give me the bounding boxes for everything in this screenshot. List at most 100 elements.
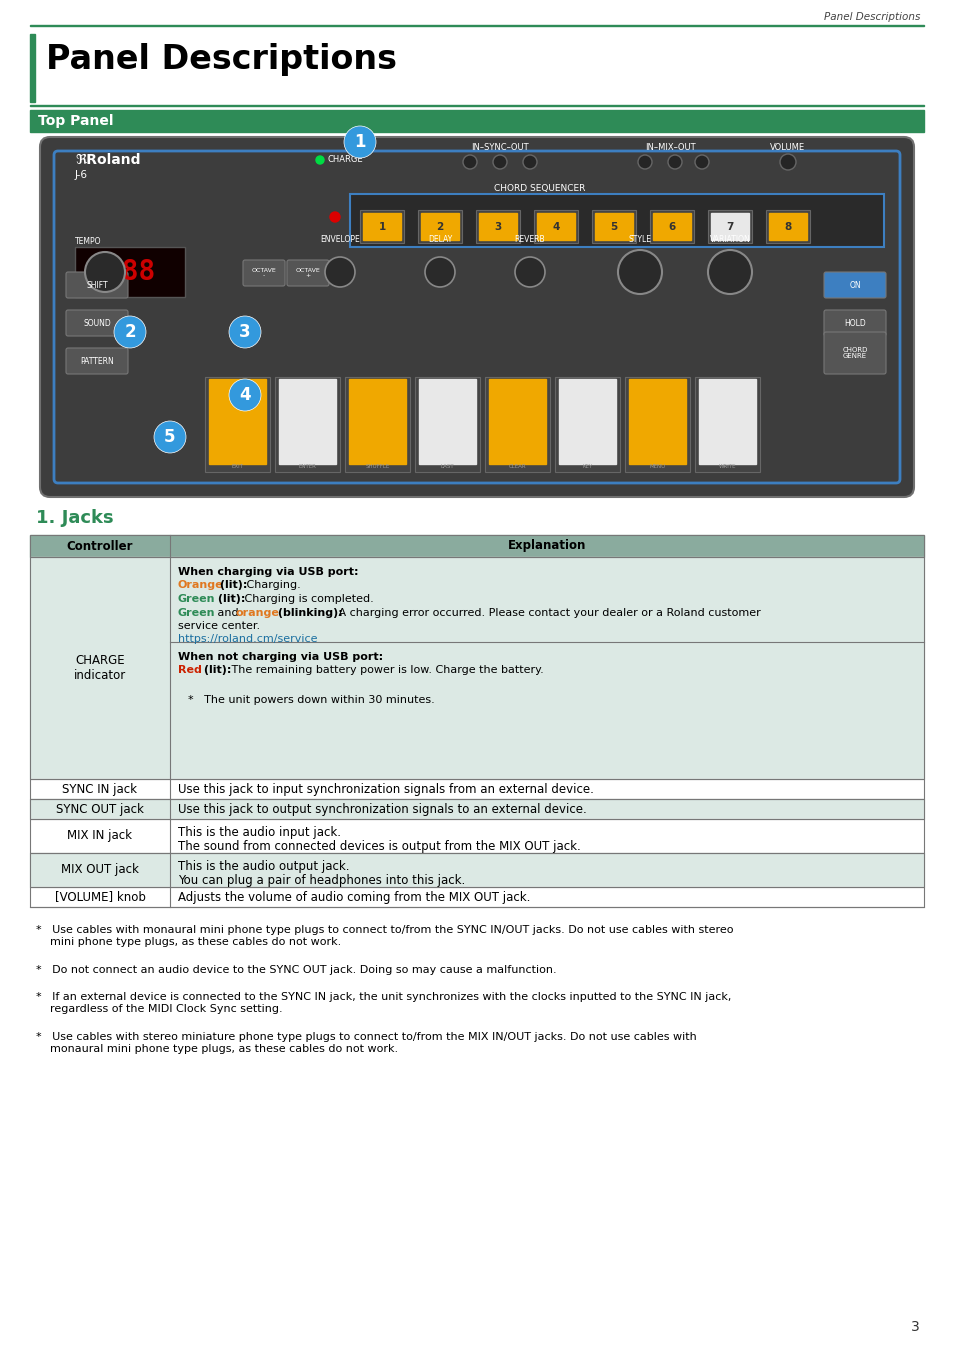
- Text: CHARGE: CHARGE: [328, 155, 363, 165]
- Circle shape: [229, 316, 261, 348]
- Bar: [476, 211, 519, 243]
- Bar: [209, 379, 266, 464]
- Circle shape: [85, 252, 125, 292]
- Bar: [30, 779, 923, 799]
- Bar: [30, 535, 923, 558]
- Circle shape: [695, 155, 708, 169]
- Text: DELAY: DELAY: [428, 235, 452, 244]
- Text: 4: 4: [552, 221, 559, 231]
- Text: The remaining battery power is low. Charge the battery.: The remaining battery power is low. Char…: [228, 666, 543, 675]
- Text: Green: Green: [178, 594, 215, 603]
- Text: J-6: J-6: [75, 170, 88, 180]
- Text: MIX OUT jack: MIX OUT jack: [61, 864, 139, 876]
- Text: Use this jack to input synchronization signals from an external device.: Use this jack to input synchronization s…: [178, 783, 594, 795]
- Text: https://roland.cm/service: https://roland.cm/service: [178, 634, 317, 644]
- Text: OCTAVE
+: OCTAVE +: [295, 267, 320, 278]
- FancyBboxPatch shape: [66, 271, 128, 298]
- Text: SHIFT: SHIFT: [86, 281, 108, 289]
- Bar: [350, 194, 883, 247]
- Text: When not charging via USB port:: When not charging via USB port:: [178, 652, 383, 662]
- Text: TEMPO: TEMPO: [75, 238, 101, 247]
- Bar: [30, 799, 923, 819]
- Text: Use this jack to output synchronization signals to an external device.: Use this jack to output synchronization …: [178, 802, 586, 815]
- Circle shape: [667, 155, 681, 169]
- Bar: [592, 211, 636, 243]
- Circle shape: [522, 155, 537, 169]
- Bar: [628, 379, 685, 464]
- Bar: [649, 211, 693, 243]
- Text: (blinking):: (blinking):: [274, 608, 342, 617]
- Bar: [30, 887, 923, 907]
- Bar: [420, 213, 458, 240]
- Text: This is the audio output jack.: This is the audio output jack.: [178, 860, 349, 873]
- Text: OCTAVE
-: OCTAVE -: [252, 267, 276, 278]
- Text: PATTERN: PATTERN: [80, 356, 113, 366]
- Text: A charging error occurred. Please contact your dealer or a Roland customer: A charging error occurred. Please contac…: [335, 608, 760, 617]
- Text: orange: orange: [235, 608, 279, 617]
- Text: 5: 5: [610, 221, 617, 231]
- Text: Charging is completed.: Charging is completed.: [241, 594, 374, 603]
- Text: Green: Green: [178, 608, 215, 617]
- Text: CHORD SEQUENCER: CHORD SEQUENCER: [494, 184, 585, 193]
- Text: Adjusts the volume of audio coming from the MIX OUT jack.: Adjusts the volume of audio coming from …: [178, 891, 530, 903]
- FancyBboxPatch shape: [66, 348, 128, 374]
- Bar: [349, 379, 406, 464]
- Bar: [359, 211, 403, 243]
- Text: Controller: Controller: [67, 540, 133, 552]
- Bar: [489, 379, 545, 464]
- Circle shape: [344, 126, 375, 158]
- Text: 2: 2: [436, 221, 443, 231]
- Bar: [595, 213, 633, 240]
- Circle shape: [780, 154, 795, 170]
- Bar: [30, 34, 35, 103]
- Text: 1: 1: [354, 134, 365, 151]
- Circle shape: [315, 157, 324, 163]
- Text: SOUND: SOUND: [83, 319, 111, 328]
- Bar: [765, 211, 809, 243]
- Text: CLEAR: CLEAR: [508, 464, 526, 468]
- Text: LAST: LAST: [440, 464, 454, 468]
- Bar: [30, 779, 923, 799]
- FancyBboxPatch shape: [40, 136, 913, 497]
- Circle shape: [493, 155, 506, 169]
- Circle shape: [707, 250, 751, 294]
- Bar: [30, 535, 923, 558]
- Text: 2: 2: [124, 323, 135, 342]
- Bar: [75, 247, 185, 297]
- Text: *   Use cables with stereo miniature phone type plugs to connect to/from the MIX: * Use cables with stereo miniature phone…: [36, 1031, 696, 1053]
- Bar: [534, 211, 578, 243]
- Text: EXIT: EXIT: [232, 464, 243, 468]
- Text: This is the audio input jack.: This is the audio input jack.: [178, 826, 340, 838]
- Bar: [537, 213, 575, 240]
- Text: HOLD: HOLD: [843, 319, 865, 328]
- Text: CHORD
GENRE: CHORD GENRE: [841, 347, 867, 359]
- FancyBboxPatch shape: [823, 310, 885, 336]
- Text: Red: Red: [178, 666, 202, 675]
- Text: 3: 3: [910, 1320, 919, 1334]
- Text: (lit):: (lit):: [213, 594, 245, 603]
- Bar: [205, 377, 270, 472]
- FancyBboxPatch shape: [823, 271, 885, 298]
- Bar: [484, 377, 550, 472]
- Circle shape: [330, 212, 339, 221]
- Text: Panel Descriptions: Panel Descriptions: [46, 43, 396, 77]
- Text: 1: 1: [378, 221, 385, 231]
- Text: *   If an external device is connected to the SYNC IN jack, the unit synchronize: * If an external device is connected to …: [36, 992, 731, 1014]
- Text: When charging via USB port:: When charging via USB port:: [178, 567, 358, 576]
- Bar: [699, 379, 755, 464]
- Circle shape: [462, 155, 476, 169]
- Circle shape: [153, 421, 186, 454]
- Text: 1. Jacks: 1. Jacks: [36, 509, 113, 526]
- Text: *   Use cables with monaural mini phone type plugs to connect to/from the SYNC I: * Use cables with monaural mini phone ty…: [36, 925, 733, 946]
- Text: SHUFFLE: SHUFFLE: [365, 464, 389, 468]
- Text: VARIATION: VARIATION: [709, 235, 750, 244]
- Text: ENVELOPE: ENVELOPE: [320, 235, 359, 244]
- Text: IN–MIX–OUT: IN–MIX–OUT: [644, 143, 695, 153]
- Text: ON: ON: [848, 281, 860, 289]
- Text: 5: 5: [164, 428, 175, 446]
- Text: 3: 3: [494, 221, 501, 231]
- Bar: [652, 213, 690, 240]
- Bar: [417, 211, 461, 243]
- Text: Explanation: Explanation: [507, 540, 585, 552]
- Text: STYLE: STYLE: [628, 235, 651, 244]
